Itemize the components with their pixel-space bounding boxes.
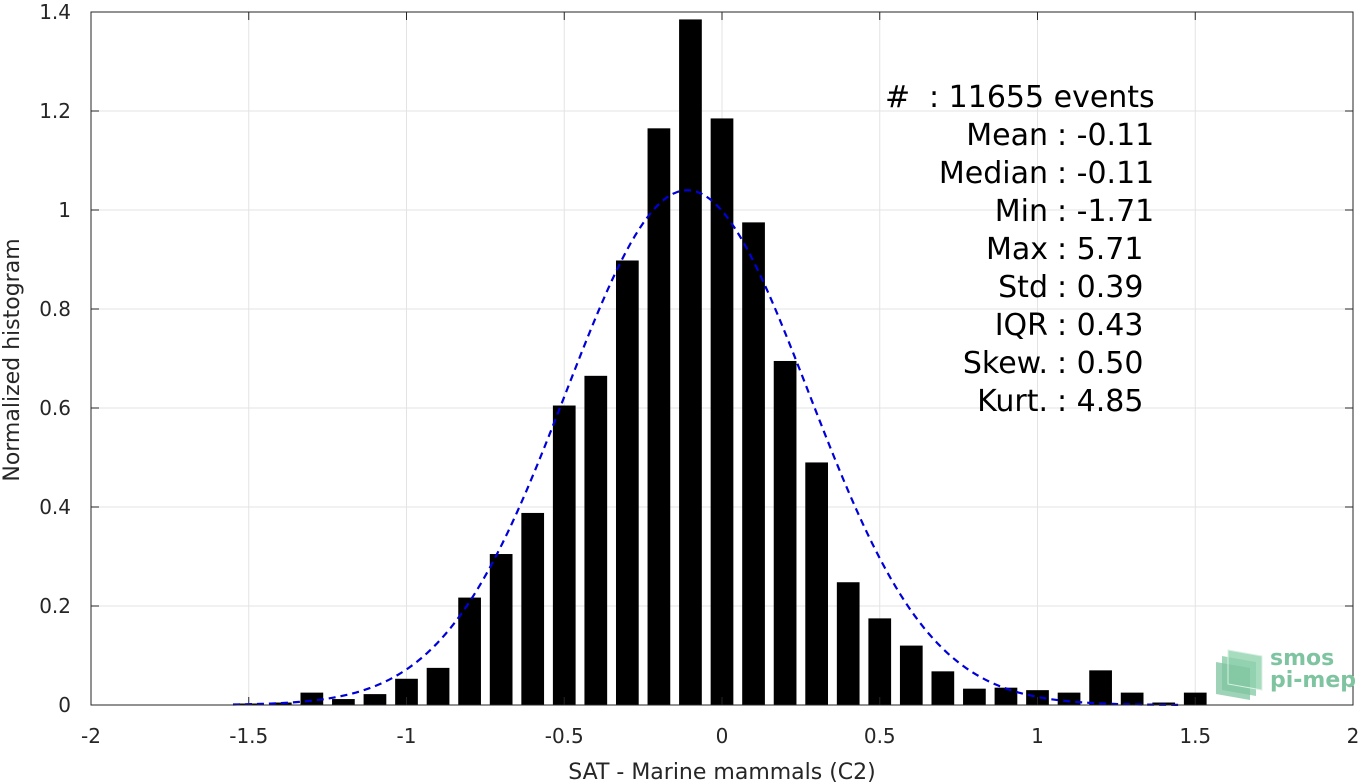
x-tick-label: -0.5 bbox=[545, 724, 584, 748]
histogram-bar bbox=[363, 694, 387, 705]
histogram-bar bbox=[742, 222, 765, 705]
smos-pimep-logo: smos pi-mep bbox=[1216, 646, 1356, 700]
stat-label: Mean bbox=[966, 118, 1048, 153]
histogram-bar bbox=[615, 260, 639, 705]
stat-value: : -0.11 bbox=[1057, 156, 1154, 191]
x-tick-label: -1.5 bbox=[229, 724, 268, 748]
histogram-bar bbox=[773, 360, 797, 705]
histogram-bar bbox=[836, 582, 860, 705]
histogram-bar bbox=[332, 699, 355, 705]
stat-label: IQR bbox=[995, 308, 1048, 343]
stat-value: : 4.85 bbox=[1057, 384, 1143, 419]
histogram-bars bbox=[237, 19, 1207, 706]
gaussian-fit bbox=[232, 189, 1180, 706]
histogram-bar bbox=[994, 687, 1018, 705]
logo-line2: pi-mep bbox=[1270, 668, 1356, 693]
y-tick-label: 0.6 bbox=[39, 396, 71, 420]
y-tick-label: 1.2 bbox=[39, 99, 71, 123]
x-tick-label: 0.5 bbox=[864, 724, 896, 748]
stat-value: : 0.50 bbox=[1057, 346, 1143, 381]
y-tick-label: 1.4 bbox=[39, 0, 71, 24]
histogram-bar bbox=[963, 688, 986, 705]
stat-value: : 11655 events bbox=[929, 80, 1155, 115]
stat-label: Min bbox=[995, 194, 1048, 229]
histogram-bar bbox=[552, 405, 576, 705]
histogram-bar bbox=[647, 128, 671, 705]
logo-line1: smos bbox=[1270, 646, 1334, 671]
histogram-bar bbox=[710, 118, 734, 706]
stat-label: Median bbox=[939, 156, 1048, 191]
x-tick-label: -1 bbox=[397, 724, 417, 748]
histogram-bar bbox=[489, 554, 513, 705]
y-tick-label: 0.2 bbox=[39, 594, 71, 618]
fit-curve bbox=[232, 189, 1180, 706]
x-tick-label: 0 bbox=[716, 724, 729, 748]
stat-label: Kurt. bbox=[977, 384, 1048, 419]
stat-value: : 5.71 bbox=[1057, 232, 1143, 267]
axes bbox=[90, 11, 1354, 706]
x-tick-label: -2 bbox=[81, 724, 101, 748]
stat-value: : 0.39 bbox=[1057, 270, 1143, 305]
histogram-bar bbox=[584, 375, 608, 705]
stat-value: : 0.43 bbox=[1057, 308, 1143, 343]
y-tick-label: 1 bbox=[58, 198, 71, 222]
stat-value: : -1.71 bbox=[1057, 194, 1154, 229]
histogram-bar bbox=[1057, 692, 1081, 705]
histogram-bar bbox=[931, 671, 955, 705]
y-tick-label: 0 bbox=[58, 693, 71, 717]
histogram-bar bbox=[458, 597, 481, 705]
y-tick-label: 0.8 bbox=[39, 297, 71, 321]
stat-label: Skew. bbox=[963, 346, 1048, 381]
histogram-bar bbox=[395, 678, 418, 705]
histogram-bar bbox=[1120, 692, 1144, 705]
stat-label: Max bbox=[986, 232, 1048, 267]
histogram-bar bbox=[268, 702, 292, 705]
tick-labels: -2 -1.5 -1 -0.5 0 0.5 1 1.5 2 0 0.2 0.4 0.6 0.8 1 1.2 1.… bbox=[39, 0, 1359, 748]
x-tick-label: 1.5 bbox=[1179, 724, 1211, 748]
histogram-bar bbox=[805, 462, 829, 705]
x-tick-label: 1 bbox=[1031, 724, 1044, 748]
histogram-bar bbox=[868, 618, 892, 705]
histogram-bar bbox=[426, 667, 450, 705]
stat-label: # bbox=[885, 80, 910, 115]
x-tick-label: 2 bbox=[1347, 724, 1360, 748]
stat-value: : -0.11 bbox=[1057, 118, 1154, 153]
histogram-bar bbox=[521, 512, 545, 705]
x-axis-label: SAT - Marine mammals (C2) bbox=[568, 760, 876, 784]
stat-label: Std bbox=[998, 270, 1048, 305]
y-axis-label: Normalized histogram bbox=[0, 238, 25, 481]
logo-icon bbox=[1216, 649, 1263, 700]
histogram-bar bbox=[679, 19, 702, 706]
histogram-bar bbox=[1089, 670, 1112, 705]
histogram-bar bbox=[899, 645, 923, 705]
y-tick-label: 0.4 bbox=[39, 495, 71, 519]
